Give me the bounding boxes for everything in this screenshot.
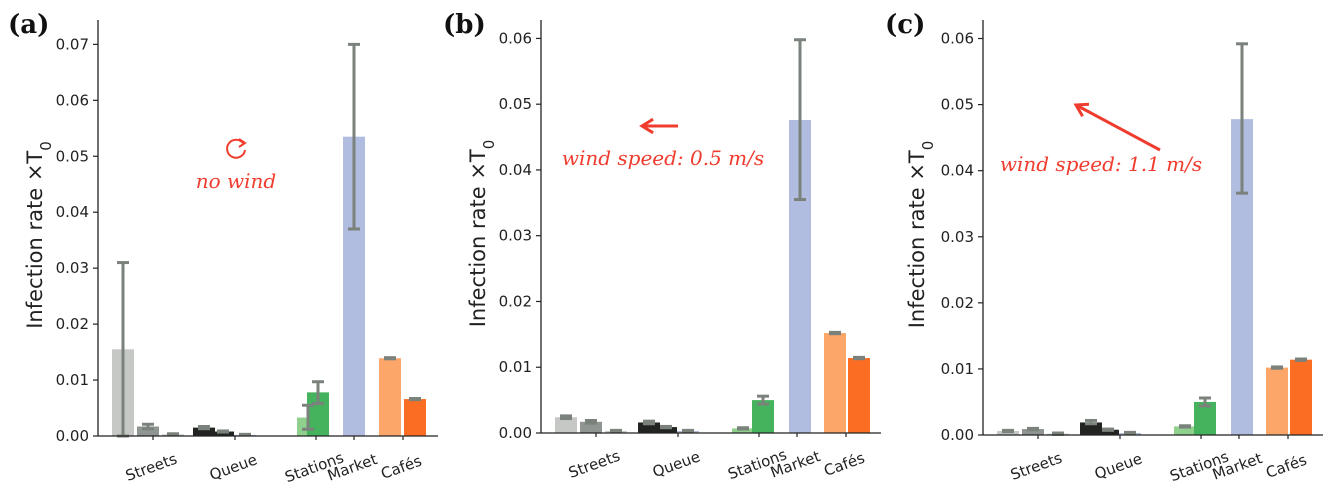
bar-caf-s bbox=[404, 399, 426, 436]
wind-arrowhead bbox=[639, 117, 654, 135]
y-axis-title: Infection rate ×T0 bbox=[23, 141, 55, 329]
y-tick-label: 0.02 bbox=[941, 294, 974, 312]
bar-streets bbox=[137, 426, 159, 436]
bar-caf-s bbox=[1266, 367, 1288, 435]
category-label-caf-s: Cafés bbox=[378, 452, 424, 483]
wind-arrowhead bbox=[1073, 102, 1090, 117]
panel-b: (b) 0.00 0.01 0.02 0.03 0.04 0.05 0.06 Infection… bbox=[443, 10, 881, 483]
bar-caf-s bbox=[1290, 359, 1312, 435]
y-tick-label: 0.05 bbox=[56, 147, 89, 165]
category-label-streets: Streets bbox=[1008, 449, 1065, 484]
wind-annotation: wind speed: 0.5 m/s bbox=[562, 146, 764, 170]
bar-queue bbox=[638, 422, 660, 433]
category-label-queue: Queue bbox=[1092, 449, 1144, 483]
y-tick-label: 0.04 bbox=[941, 162, 974, 180]
bar-queue bbox=[655, 427, 677, 433]
rotation-icon bbox=[226, 138, 246, 159]
bar-caf-s bbox=[379, 358, 401, 436]
y-tick-label: 0.04 bbox=[499, 161, 532, 179]
y-tick-label: 0.06 bbox=[56, 91, 89, 109]
bar-stations bbox=[1174, 426, 1196, 435]
bar-stations bbox=[1194, 401, 1216, 435]
y-axis-title: Infection rate ×T0 bbox=[905, 141, 937, 329]
bar-market bbox=[1231, 119, 1253, 435]
bar-queue bbox=[1097, 429, 1119, 435]
category-label-caf-s: Cafés bbox=[821, 449, 867, 480]
bar-streets bbox=[555, 417, 577, 433]
y-tick-label: 0.06 bbox=[941, 30, 974, 48]
y-tick-label: 0.05 bbox=[941, 96, 974, 114]
category-label-queue: Queue bbox=[207, 450, 259, 484]
wind-arrow-icon bbox=[1075, 103, 1161, 152]
panel-letter: (b) bbox=[443, 10, 486, 40]
y-tick-label: 0.03 bbox=[499, 227, 532, 245]
bar-streets bbox=[580, 421, 602, 433]
y-tick-label: 0.02 bbox=[499, 292, 532, 310]
bar-queue bbox=[212, 431, 234, 436]
y-tick-label: 0.00 bbox=[56, 427, 89, 445]
y-tick-label: 0.01 bbox=[499, 358, 532, 376]
y-tick-label: 0.03 bbox=[56, 259, 89, 277]
category-label-queue: Queue bbox=[650, 447, 702, 481]
y-tick-label: 0.01 bbox=[941, 360, 974, 378]
category-label-streets: Streets bbox=[566, 447, 623, 482]
panel-letter: (a) bbox=[8, 10, 49, 40]
wind-annotation: no wind bbox=[196, 169, 276, 193]
y-tick-label: 0.03 bbox=[941, 228, 974, 246]
category-label-streets: Streets bbox=[123, 450, 180, 485]
y-axis-title: Infection rate ×T0 bbox=[466, 140, 498, 328]
y-tick-label: 0.00 bbox=[499, 424, 532, 442]
y-tick-label: 0.04 bbox=[56, 203, 89, 221]
bar-queue bbox=[1080, 422, 1102, 435]
bar-market bbox=[343, 136, 365, 436]
bar-stations bbox=[732, 428, 754, 433]
wind-annotation: wind speed: 1.1 m/s bbox=[1000, 152, 1202, 176]
panel-letter: (c) bbox=[885, 10, 925, 40]
bar-caf-s bbox=[848, 358, 870, 433]
category-label-caf-s: Cafés bbox=[1263, 451, 1309, 482]
y-tick-label: 0.01 bbox=[56, 371, 89, 389]
bar-streets bbox=[1022, 429, 1044, 435]
bar-stations bbox=[752, 400, 774, 433]
y-tick-label: 0.05 bbox=[499, 95, 532, 113]
y-tick-label: 0.00 bbox=[941, 426, 974, 444]
panel-c: (c) 0.00 0.01 0.02 0.03 0.04 0.05 0.06 Infection… bbox=[885, 10, 1323, 485]
bar-queue bbox=[193, 427, 215, 436]
panel-a: (a) 0.00 0.01 0.02 0.03 0.04 0.05 0.06 0.07 Infec… bbox=[8, 10, 438, 486]
y-tick-label: 0.02 bbox=[56, 315, 89, 333]
y-tick-label: 0.07 bbox=[56, 35, 89, 53]
rotation-arrowhead bbox=[238, 138, 247, 148]
bar-caf-s bbox=[824, 333, 846, 433]
y-tick-label: 0.06 bbox=[499, 29, 532, 47]
